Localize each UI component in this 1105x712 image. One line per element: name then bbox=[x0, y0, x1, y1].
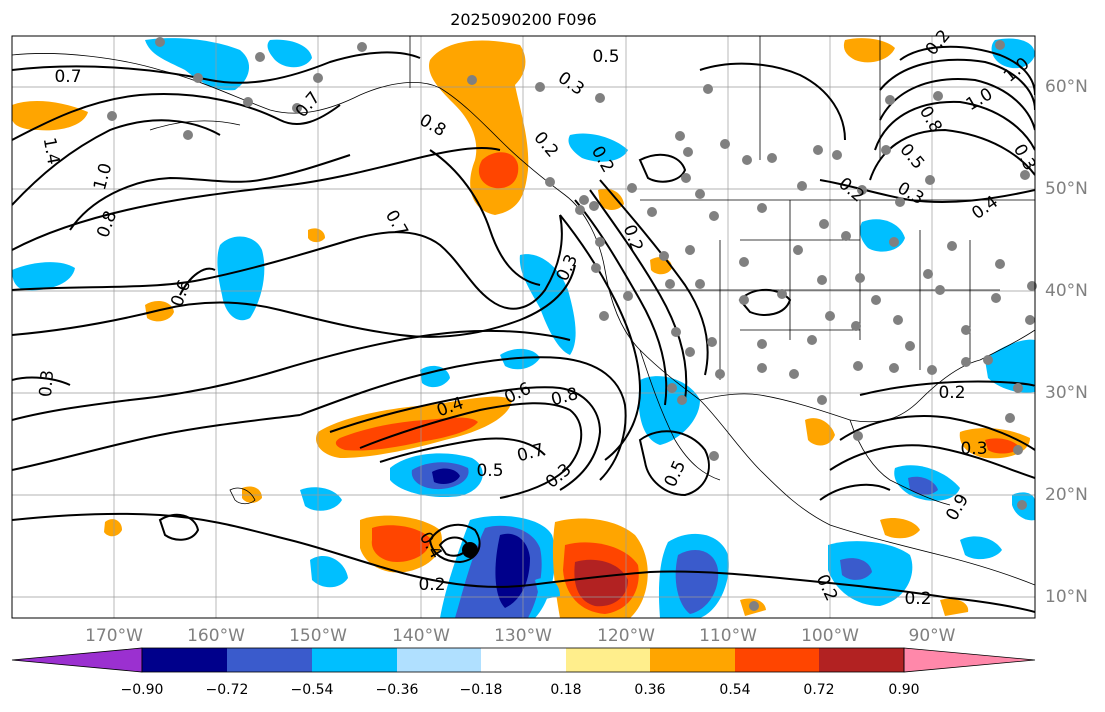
colorbar-tick: −0.72 bbox=[205, 682, 249, 698]
shade-blue bbox=[675, 550, 719, 614]
lat-label: 20°N bbox=[1045, 485, 1088, 505]
lon-label: 140°W bbox=[392, 626, 450, 646]
map-title: 2025090200 F096 bbox=[450, 10, 597, 29]
shade-cyan bbox=[145, 38, 250, 91]
lon-label: 160°W bbox=[187, 626, 245, 646]
contour-label: 0.2 bbox=[619, 222, 647, 254]
colorbar-bin bbox=[312, 648, 397, 672]
shade-cyan bbox=[960, 536, 1002, 560]
colorbar-bin bbox=[819, 648, 904, 672]
colorbar bbox=[11, 647, 1036, 673]
colorbar-tick: −0.90 bbox=[120, 682, 164, 698]
shade-cyan bbox=[217, 236, 265, 321]
shade-cyan bbox=[985, 339, 1035, 393]
contour-label: 0.5 bbox=[592, 47, 619, 67]
colorbar-tick: 0.72 bbox=[803, 682, 835, 698]
colorbar-bin bbox=[481, 648, 566, 672]
shade-red bbox=[371, 525, 431, 562]
shade-orange bbox=[805, 418, 835, 446]
colorbar-tick: 0.54 bbox=[719, 682, 751, 698]
contour-label: 0.2 bbox=[904, 589, 931, 609]
shade-red bbox=[335, 417, 478, 451]
lon-label: 120°W bbox=[597, 626, 655, 646]
station-dots bbox=[107, 37, 1037, 611]
lat-label: 30°N bbox=[1045, 383, 1088, 403]
shade-cyan bbox=[860, 219, 905, 252]
colorbar-bin bbox=[227, 648, 312, 672]
contour-label: 0.2 bbox=[938, 383, 965, 403]
contour-label: 0.7 bbox=[515, 440, 546, 466]
colorbar-tick: 0.90 bbox=[888, 682, 920, 698]
shade-orange bbox=[308, 228, 325, 243]
contour-label: 0.2 bbox=[418, 575, 445, 595]
contour-label: 0.5 bbox=[895, 140, 928, 174]
lon-label: 100°W bbox=[801, 626, 859, 646]
contour-label: 0.5 bbox=[476, 461, 503, 481]
contour-label: 0.2 bbox=[834, 174, 868, 207]
shade-red bbox=[985, 438, 1020, 454]
colorbar-bin bbox=[142, 648, 227, 672]
shade-cyan bbox=[420, 365, 450, 388]
colorbar-tick: −0.54 bbox=[290, 682, 334, 698]
lon-label: 130°W bbox=[494, 626, 552, 646]
contour-label: 0.3 bbox=[36, 369, 58, 398]
contour-label: 0.5 bbox=[661, 457, 691, 490]
contour-label: 0.3 bbox=[554, 68, 588, 100]
shade-orange bbox=[104, 519, 122, 537]
lon-label: 110°W bbox=[699, 626, 757, 646]
shade-orange bbox=[880, 518, 920, 539]
colorbar-tick: 0.36 bbox=[634, 682, 666, 698]
lat-label: 60°N bbox=[1045, 77, 1088, 97]
shade-blue bbox=[840, 558, 872, 580]
lon-label: 150°W bbox=[289, 626, 347, 646]
contour-label: 0.7 bbox=[54, 67, 81, 87]
shade-cyan bbox=[300, 487, 342, 511]
shade-orange bbox=[598, 188, 624, 210]
colorbar-bin bbox=[566, 648, 650, 672]
colorbar-tick: 0.18 bbox=[550, 682, 582, 698]
shade-cyan bbox=[267, 39, 312, 68]
lon-label: 170°W bbox=[85, 626, 143, 646]
shade-red bbox=[478, 152, 519, 189]
shade-navy bbox=[495, 533, 530, 608]
lat-label: 10°N bbox=[1045, 587, 1088, 607]
colorbar-bin bbox=[397, 648, 481, 672]
colorbar-bin bbox=[650, 648, 735, 672]
colorbar-bin bbox=[735, 648, 819, 672]
contour-label: 0.7 bbox=[292, 88, 325, 122]
colorbar-extend-low bbox=[11, 647, 143, 673]
colorbar-extend-high bbox=[903, 647, 1036, 673]
shade-blue bbox=[908, 476, 938, 495]
shade-cyan bbox=[12, 262, 75, 291]
contour-label: 0.2 bbox=[529, 128, 562, 162]
colorbar-tick: −0.18 bbox=[459, 682, 503, 698]
shade-cyan bbox=[310, 556, 348, 588]
contour-label: 0.3 bbox=[960, 439, 987, 459]
shade-orange bbox=[843, 38, 895, 63]
map-frame bbox=[11, 35, 1036, 619]
lat-label: 40°N bbox=[1045, 281, 1088, 301]
shading-layer bbox=[12, 38, 1035, 618]
lat-label: 50°N bbox=[1045, 179, 1088, 199]
shade-orange bbox=[12, 100, 88, 131]
contour-label: 0.2 bbox=[922, 26, 955, 60]
shade-cyan bbox=[568, 133, 628, 162]
shade-orange bbox=[145, 300, 174, 322]
contour-label: 1.0 bbox=[90, 161, 116, 192]
lon-label: 90°W bbox=[908, 626, 956, 646]
colorbar-frame bbox=[141, 647, 905, 673]
contours bbox=[12, 45, 1035, 613]
shade-orange bbox=[940, 598, 969, 616]
shade-cyan bbox=[500, 348, 540, 370]
colorbar-tick: −0.36 bbox=[375, 682, 419, 698]
storm-center-marker bbox=[462, 542, 478, 558]
contour-label: 0.7 bbox=[381, 207, 412, 240]
shade-darkred bbox=[574, 559, 628, 607]
contour-label: 1.4 bbox=[39, 136, 63, 166]
shade-navy bbox=[432, 468, 460, 484]
